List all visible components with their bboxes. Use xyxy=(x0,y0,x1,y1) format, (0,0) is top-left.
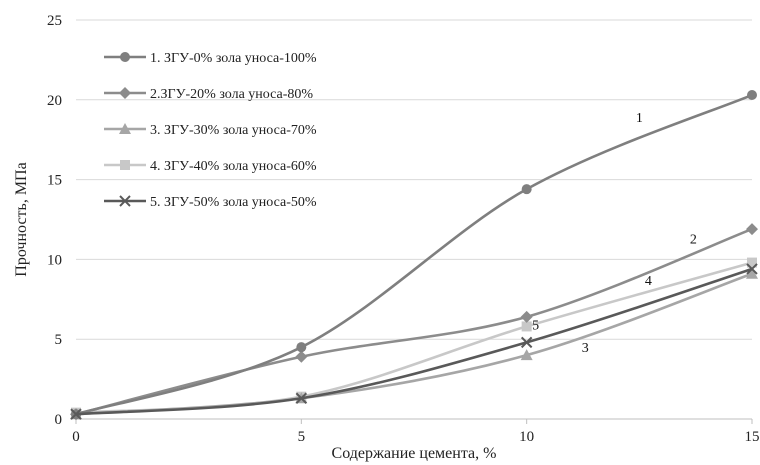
curve-label-3: 3 xyxy=(582,341,589,356)
x-tick-label: 0 xyxy=(72,429,80,445)
data-point-series-4 xyxy=(747,257,757,268)
legend-swatch-marker xyxy=(120,52,130,62)
series-line-1 xyxy=(74,93,754,416)
data-point-series-5 xyxy=(746,263,758,275)
legend-label: 2.ЗГУ-20% зола уноса-80% xyxy=(150,87,313,102)
x-axis-title: Содержание цемента, % xyxy=(332,445,497,462)
curve-label-1: 1 xyxy=(636,111,643,126)
data-point-series-1 xyxy=(521,184,532,195)
legend-swatch-marker xyxy=(119,195,131,207)
x-tick-label: 15 xyxy=(745,429,760,445)
legend-swatch-marker xyxy=(119,87,131,99)
legend-swatch-marker xyxy=(119,123,131,134)
legend-swatch-marker xyxy=(120,160,130,170)
x-tick-label: 10 xyxy=(519,429,534,445)
curve-label-5: 5 xyxy=(532,319,539,334)
grid-lines xyxy=(76,19,752,340)
data-point-series-1 xyxy=(747,90,757,101)
legend-label: 1. ЗГУ-0% зола уноса-100% xyxy=(150,51,317,66)
data-point-series-3 xyxy=(520,349,533,361)
data-point-series-2 xyxy=(520,310,533,323)
legend-label: 3. ЗГУ-30% зола уноса-70% xyxy=(150,123,317,138)
y-tick-label: 25 xyxy=(47,13,62,29)
y-tick-label: 5 xyxy=(55,332,63,348)
curve-labels: 1 2 3 4 5 xyxy=(532,111,697,356)
data-point-series-5 xyxy=(70,408,82,420)
legend-label: 4. ЗГУ-40% зола уноса-60% xyxy=(150,159,317,174)
x-tick-label: 5 xyxy=(298,429,306,445)
data-point-series-1 xyxy=(296,342,307,353)
data-point-series-4 xyxy=(521,321,532,332)
y-tick-label: 0 xyxy=(55,412,63,428)
legend-label: 5. ЗГУ-50% зола уноса-50% xyxy=(150,195,317,210)
curve-label-2: 2 xyxy=(690,232,697,247)
data-point-series-2 xyxy=(295,350,308,363)
data-point-series-5 xyxy=(520,336,533,349)
y-axis-title: Прочность, МПа xyxy=(13,162,30,276)
series-line-3 xyxy=(74,272,754,416)
data-point-series-5 xyxy=(295,392,308,404)
series-group xyxy=(70,90,758,421)
y-tick-label: 20 xyxy=(47,93,62,109)
legend: 1. ЗГУ-0% зола уноса-100% 2.ЗГУ-20% зола … xyxy=(104,51,317,210)
curve-label-4: 4 xyxy=(645,274,652,289)
y-tick-label: 15 xyxy=(47,173,62,189)
data-point-series-3 xyxy=(746,267,758,279)
y-tick-label: 10 xyxy=(47,252,62,268)
series-line-5 xyxy=(74,267,754,416)
series-line-2 xyxy=(74,227,754,416)
data-point-series-2 xyxy=(746,223,758,236)
